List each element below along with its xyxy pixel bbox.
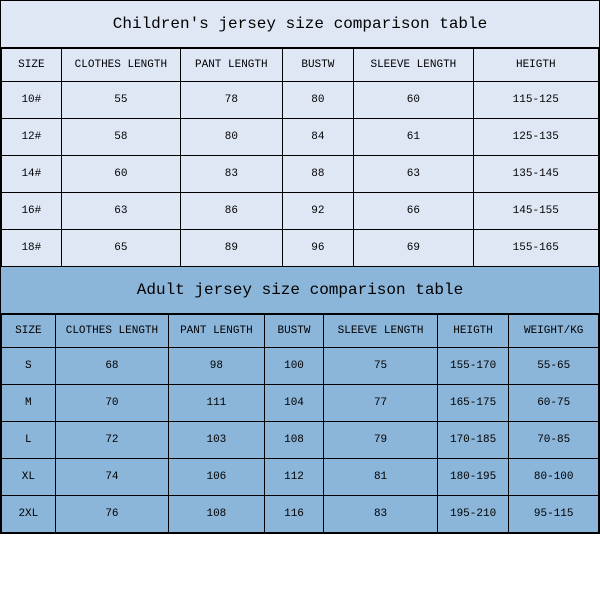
cell: 79 [324, 422, 437, 459]
cell: 125-135 [473, 119, 598, 156]
cell: 80-100 [509, 459, 599, 496]
adult-header-row: SIZE CLOTHES LENGTH PANT LENGTH BUSTW SL… [2, 315, 599, 348]
children-table: SIZE CLOTHES LENGTH PANT LENGTH BUSTW SL… [1, 48, 599, 267]
cell: 86 [181, 193, 282, 230]
col-bust: BUSTW [264, 315, 324, 348]
table-row: 10# 55 78 80 60 115-125 [2, 82, 599, 119]
children-section: Children's jersey size comparison table … [1, 1, 599, 267]
cell: 155-165 [473, 230, 598, 267]
cell: 70 [55, 385, 168, 422]
cell: 2XL [2, 496, 56, 533]
cell: L [2, 422, 56, 459]
cell: 63 [61, 193, 180, 230]
col-weight: WEIGHT/KG [509, 315, 599, 348]
cell: 84 [282, 119, 354, 156]
table-row: 18# 65 89 96 69 155-165 [2, 230, 599, 267]
cell: 16# [2, 193, 62, 230]
col-size: SIZE [2, 49, 62, 82]
cell: 60 [354, 82, 473, 119]
cell: 65 [61, 230, 180, 267]
cell: 10# [2, 82, 62, 119]
cell: 61 [354, 119, 473, 156]
cell: 68 [55, 348, 168, 385]
cell: 78 [181, 82, 282, 119]
cell: 100 [264, 348, 324, 385]
cell: 75 [324, 348, 437, 385]
cell: S [2, 348, 56, 385]
col-size: SIZE [2, 315, 56, 348]
cell: 74 [55, 459, 168, 496]
size-chart-wrapper: Children's jersey size comparison table … [0, 0, 600, 534]
table-row: S 68 98 100 75 155-170 55-65 [2, 348, 599, 385]
cell: 95-115 [509, 496, 599, 533]
table-row: 2XL 76 108 116 83 195-210 95-115 [2, 496, 599, 533]
cell: 89 [181, 230, 282, 267]
cell: 165-175 [437, 385, 509, 422]
table-row: M 70 111 104 77 165-175 60-75 [2, 385, 599, 422]
cell: 69 [354, 230, 473, 267]
cell: 72 [55, 422, 168, 459]
col-sleeve-length: SLEEVE LENGTH [354, 49, 473, 82]
table-row: L 72 103 108 79 170-185 70-85 [2, 422, 599, 459]
col-clothes-length: CLOTHES LENGTH [55, 315, 168, 348]
adult-table: SIZE CLOTHES LENGTH PANT LENGTH BUSTW SL… [1, 314, 599, 533]
cell: 66 [354, 193, 473, 230]
table-row: 16# 63 86 92 66 145-155 [2, 193, 599, 230]
cell: 92 [282, 193, 354, 230]
cell: 80 [181, 119, 282, 156]
cell: 77 [324, 385, 437, 422]
cell: 83 [181, 156, 282, 193]
cell: 170-185 [437, 422, 509, 459]
col-sleeve-length: SLEEVE LENGTH [324, 315, 437, 348]
cell: 55 [61, 82, 180, 119]
children-header-row: SIZE CLOTHES LENGTH PANT LENGTH BUSTW SL… [2, 49, 599, 82]
children-body: 10# 55 78 80 60 115-125 12# 58 80 84 61 … [2, 82, 599, 267]
adult-title: Adult jersey size comparison table [1, 267, 599, 314]
adult-section: Adult jersey size comparison table SIZE … [1, 267, 599, 533]
cell: 88 [282, 156, 354, 193]
cell: 195-210 [437, 496, 509, 533]
table-row: 12# 58 80 84 61 125-135 [2, 119, 599, 156]
cell: 12# [2, 119, 62, 156]
cell: 135-145 [473, 156, 598, 193]
table-row: 14# 60 83 88 63 135-145 [2, 156, 599, 193]
cell: 58 [61, 119, 180, 156]
col-clothes-length: CLOTHES LENGTH [61, 49, 180, 82]
cell: 145-155 [473, 193, 598, 230]
cell: 98 [169, 348, 265, 385]
cell: 63 [354, 156, 473, 193]
cell: 18# [2, 230, 62, 267]
cell: 70-85 [509, 422, 599, 459]
cell: 104 [264, 385, 324, 422]
cell: 80 [282, 82, 354, 119]
cell: 106 [169, 459, 265, 496]
cell: XL [2, 459, 56, 496]
cell: 180-195 [437, 459, 509, 496]
cell: 108 [264, 422, 324, 459]
col-height: HEIGTH [437, 315, 509, 348]
cell: 55-65 [509, 348, 599, 385]
cell: 60-75 [509, 385, 599, 422]
cell: 108 [169, 496, 265, 533]
col-bust: BUSTW [282, 49, 354, 82]
cell: 111 [169, 385, 265, 422]
adult-body: S 68 98 100 75 155-170 55-65 M 70 111 10… [2, 348, 599, 533]
cell: 115-125 [473, 82, 598, 119]
table-row: XL 74 106 112 81 180-195 80-100 [2, 459, 599, 496]
cell: 155-170 [437, 348, 509, 385]
col-pant-length: PANT LENGTH [169, 315, 265, 348]
children-title: Children's jersey size comparison table [1, 1, 599, 48]
cell: M [2, 385, 56, 422]
cell: 81 [324, 459, 437, 496]
cell: 83 [324, 496, 437, 533]
cell: 103 [169, 422, 265, 459]
col-height: HEIGTH [473, 49, 598, 82]
cell: 112 [264, 459, 324, 496]
col-pant-length: PANT LENGTH [181, 49, 282, 82]
cell: 76 [55, 496, 168, 533]
cell: 60 [61, 156, 180, 193]
cell: 14# [2, 156, 62, 193]
cell: 96 [282, 230, 354, 267]
cell: 116 [264, 496, 324, 533]
